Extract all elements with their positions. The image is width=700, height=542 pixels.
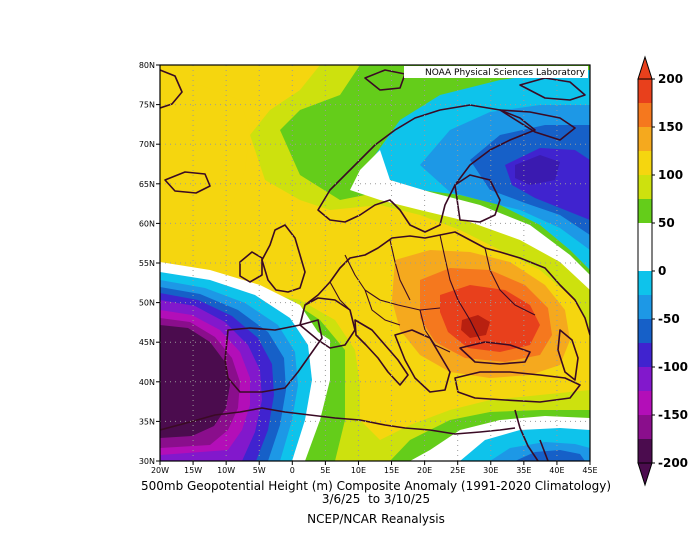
colorbar-bin (638, 367, 652, 392)
colorbar-bin (638, 223, 652, 248)
contour-darkred (461, 315, 490, 338)
coast-blacksea (459, 341, 531, 365)
caption-title: 500mb Geopotential Height (m) Composite … (140, 479, 611, 493)
colorbar-bin (638, 319, 652, 344)
coast-italy (354, 319, 409, 386)
lon-label: 20W (151, 466, 169, 475)
credit-label: NOAA Physical Sciences Laboratory (425, 68, 586, 78)
coast-scandinavia (317, 104, 536, 233)
lon-label: 0 (290, 466, 295, 475)
colorbar-bin (638, 127, 652, 152)
lon-label: 10E (351, 466, 366, 475)
colorbar-bin (638, 199, 652, 224)
coast-finland (454, 174, 501, 223)
colorbar-bin (638, 151, 652, 176)
border-7 (329, 281, 351, 311)
contour-left-yellow (160, 85, 250, 245)
coastlines (160, 69, 590, 461)
lon-label: 45E (582, 466, 597, 475)
colorbar-bin (638, 295, 652, 320)
caption-dates: 3/6/25 to 3/10/25 (321, 492, 431, 506)
coast-turkey (454, 371, 581, 403)
lon-label: 20E (417, 466, 432, 475)
lon-label: 35E (516, 466, 531, 475)
lon-label: 40E (549, 466, 564, 475)
border-2 (389, 239, 411, 301)
colorbar-top-arrow (637, 55, 653, 80)
colorbar-bin (638, 271, 652, 296)
colorbar-bin (638, 343, 652, 368)
lat-label: 30N (139, 457, 155, 466)
gridlines (160, 65, 590, 461)
coast-redsea (539, 439, 549, 461)
coast-balkans (394, 329, 451, 393)
lat-label: 65N (139, 180, 155, 189)
colorbar-label: -50 (658, 312, 680, 326)
colorbar-label: 100 (658, 168, 683, 182)
border-4 (364, 289, 401, 326)
coast-kola (499, 109, 576, 141)
lon-label: 25E (450, 466, 465, 475)
border-5 (484, 247, 536, 316)
colorbar-bin (638, 415, 652, 440)
coast-greenland (160, 69, 183, 109)
lon-label: 30E (483, 466, 498, 475)
coast-africa (160, 407, 516, 435)
contour-ne-white (350, 150, 590, 290)
colorbar (637, 55, 653, 487)
lat-label: 55N (139, 259, 155, 268)
border-3 (439, 234, 481, 341)
lon-label: 5W (253, 466, 266, 475)
caption-source: NCEP/NCAR Reanalysis (307, 512, 445, 526)
lon-label: 5E (320, 466, 330, 475)
coast-levant (514, 409, 539, 461)
lat-label: 60N (139, 219, 155, 228)
colorbar-label: -150 (658, 408, 688, 422)
contour-red (440, 285, 540, 352)
coast-iberia (224, 319, 323, 393)
coast-ireland (239, 251, 263, 283)
colorbar-label: -100 (658, 360, 688, 374)
lon-tick-labels: 20W 15W 10W 5W 0 5E 10E 15E 20E 25E 30E 35E 40E 45E (151, 461, 598, 475)
coast-svalbard (364, 69, 406, 91)
coast-iceland (164, 171, 211, 194)
contour-se-dblue (515, 450, 585, 461)
colorbar-label: 200 (658, 72, 683, 86)
colorbar-bin (638, 175, 652, 200)
lat-label: 45N (139, 338, 155, 347)
coast-caspian (557, 329, 579, 381)
coast-france (299, 297, 356, 349)
lon-label: 10W (217, 466, 235, 475)
border-6 (419, 309, 451, 353)
colorbar-label: 50 (658, 216, 675, 230)
coast-uk (261, 224, 306, 293)
colorbar-label: 150 (658, 120, 683, 134)
lon-label: 15W (184, 466, 202, 475)
colorbar-label: 0 (658, 264, 666, 278)
lon-label: 15E (384, 466, 399, 475)
lat-tick-labels: 80N 75N 70N 65N 60N 55N 50N 45N 40N 35N 30N (139, 61, 160, 466)
lat-label: 40N (139, 378, 155, 387)
colorbar-bin (638, 247, 652, 272)
contour-trough-north-core (515, 155, 560, 185)
colorbar-labels: 200 150 100 50 0 -50 -100 -150 -200 (652, 72, 688, 470)
colorbar-bin (638, 103, 652, 128)
colorbar-bin (638, 391, 652, 416)
colorbar-bin (638, 439, 652, 464)
lat-label: 35N (139, 417, 155, 426)
colorbar-label: -200 (658, 456, 688, 470)
credit-box (404, 66, 588, 78)
lat-label: 50N (139, 299, 155, 308)
lat-label: 80N (139, 61, 155, 70)
lat-label: 70N (139, 140, 155, 149)
lat-label: 75N (139, 101, 155, 110)
colorbar-bin (638, 79, 652, 104)
